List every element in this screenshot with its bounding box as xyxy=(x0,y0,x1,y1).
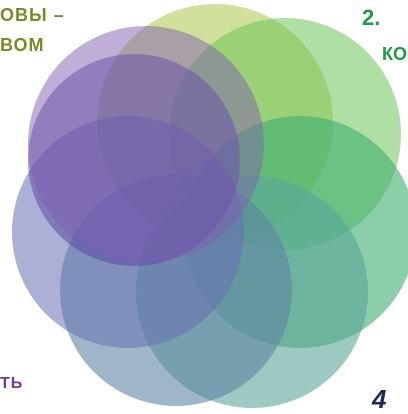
label-top-right-number: 2. xyxy=(362,5,381,30)
circle-upper-left-purple xyxy=(28,26,264,262)
label-top-left-line2: ВОМ xyxy=(0,35,45,55)
overlapping-circles xyxy=(12,4,408,408)
label-top-left-line1: ОВЫ – xyxy=(0,5,65,25)
label-bottom-left: ТЬ xyxy=(0,375,24,392)
label-bottom-right-number: 4 xyxy=(372,384,387,414)
label-top-right-line2: КО xyxy=(382,44,407,64)
